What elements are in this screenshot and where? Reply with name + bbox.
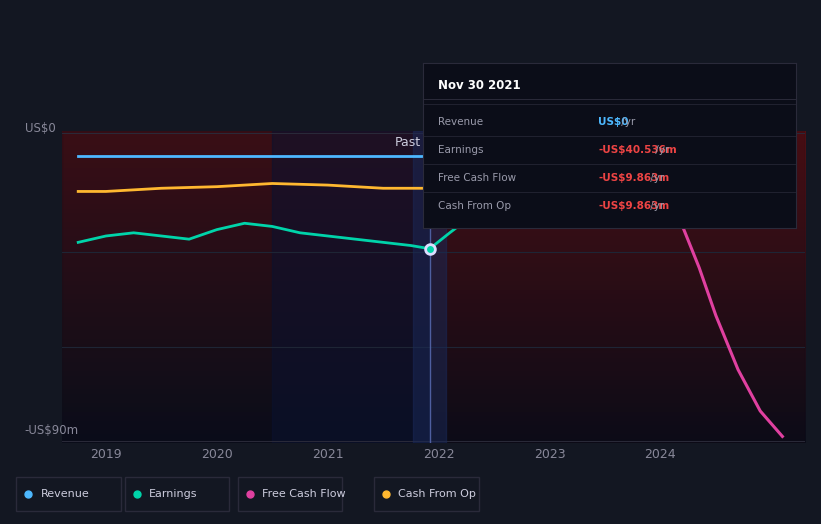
Text: /yr: /yr	[647, 173, 664, 183]
Text: Free Cash Flow: Free Cash Flow	[262, 489, 346, 499]
Text: Earnings: Earnings	[149, 489, 198, 499]
Text: US$0: US$0	[599, 117, 629, 127]
Text: Past: Past	[395, 136, 421, 149]
Text: /yr: /yr	[652, 145, 669, 155]
Text: /yr: /yr	[647, 202, 664, 212]
FancyBboxPatch shape	[125, 477, 230, 511]
Bar	[413, 131, 447, 443]
Text: /yr: /yr	[618, 117, 635, 127]
Text: -US$9.863m: -US$9.863m	[599, 173, 670, 183]
Text: Nov 30 2021: Nov 30 2021	[438, 80, 521, 92]
Bar	[273, 131, 429, 443]
Text: Revenue: Revenue	[438, 117, 483, 127]
Text: Cash From Op: Cash From Op	[438, 202, 511, 212]
Text: US$0: US$0	[25, 122, 55, 135]
Text: Cash From Op: Cash From Op	[398, 489, 476, 499]
Text: Revenue: Revenue	[40, 489, 89, 499]
Text: -US$9.863m: -US$9.863m	[599, 202, 670, 212]
Text: Earnings: Earnings	[438, 145, 484, 155]
Text: Free Cash Flow: Free Cash Flow	[438, 173, 516, 183]
FancyBboxPatch shape	[374, 477, 479, 511]
Bar	[62, 131, 429, 443]
Text: -US$90m: -US$90m	[25, 424, 79, 437]
FancyBboxPatch shape	[16, 477, 121, 511]
Text: Analysts Forecasts: Analysts Forecasts	[438, 136, 555, 149]
Bar	[429, 131, 805, 443]
FancyBboxPatch shape	[237, 477, 342, 511]
Text: -US$40.536m: -US$40.536m	[599, 145, 677, 155]
